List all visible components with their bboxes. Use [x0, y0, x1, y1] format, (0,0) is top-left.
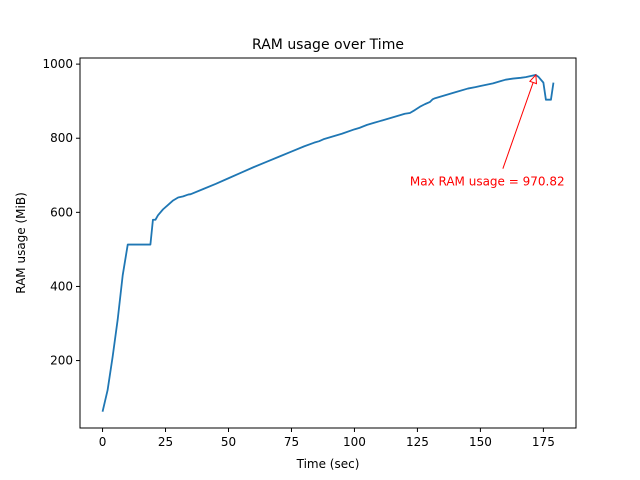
axes-frame	[79, 57, 577, 429]
annotation-group: Max RAM usage = 970.82	[410, 73, 565, 189]
x-tick-label: 75	[284, 435, 299, 449]
y-tick-label: 1000	[42, 57, 73, 71]
x-axis-label: Time (sec)	[296, 457, 360, 471]
x-tick-label: 125	[406, 435, 429, 449]
x-tick-label: 25	[158, 435, 173, 449]
x-tick-label: 100	[343, 435, 366, 449]
y-tick-label: 200	[50, 354, 73, 368]
annotation-arrow-line	[502, 82, 534, 169]
plot-area	[101, 74, 555, 412]
y-tick-label: 600	[50, 205, 73, 219]
x-tick-label: 175	[532, 435, 555, 449]
chart-title: RAM usage over Time	[252, 37, 404, 53]
x-tick-label: 50	[221, 435, 236, 449]
y-tick-label: 800	[50, 131, 73, 145]
y-axis-label: RAM usage (MiB)	[14, 192, 28, 294]
ram-usage-line	[101, 74, 555, 412]
annotation-arrow-head	[528, 73, 538, 85]
max-ram-annotation: Max RAM usage = 970.82	[410, 175, 565, 189]
x-tick-label: 150	[469, 435, 492, 449]
axis-ticks: 0 25 50 75 100 125 150 175 200 400 600 800 1000	[42, 57, 554, 449]
y-tick-label: 400	[50, 279, 73, 293]
x-tick-label: 0	[99, 435, 107, 449]
